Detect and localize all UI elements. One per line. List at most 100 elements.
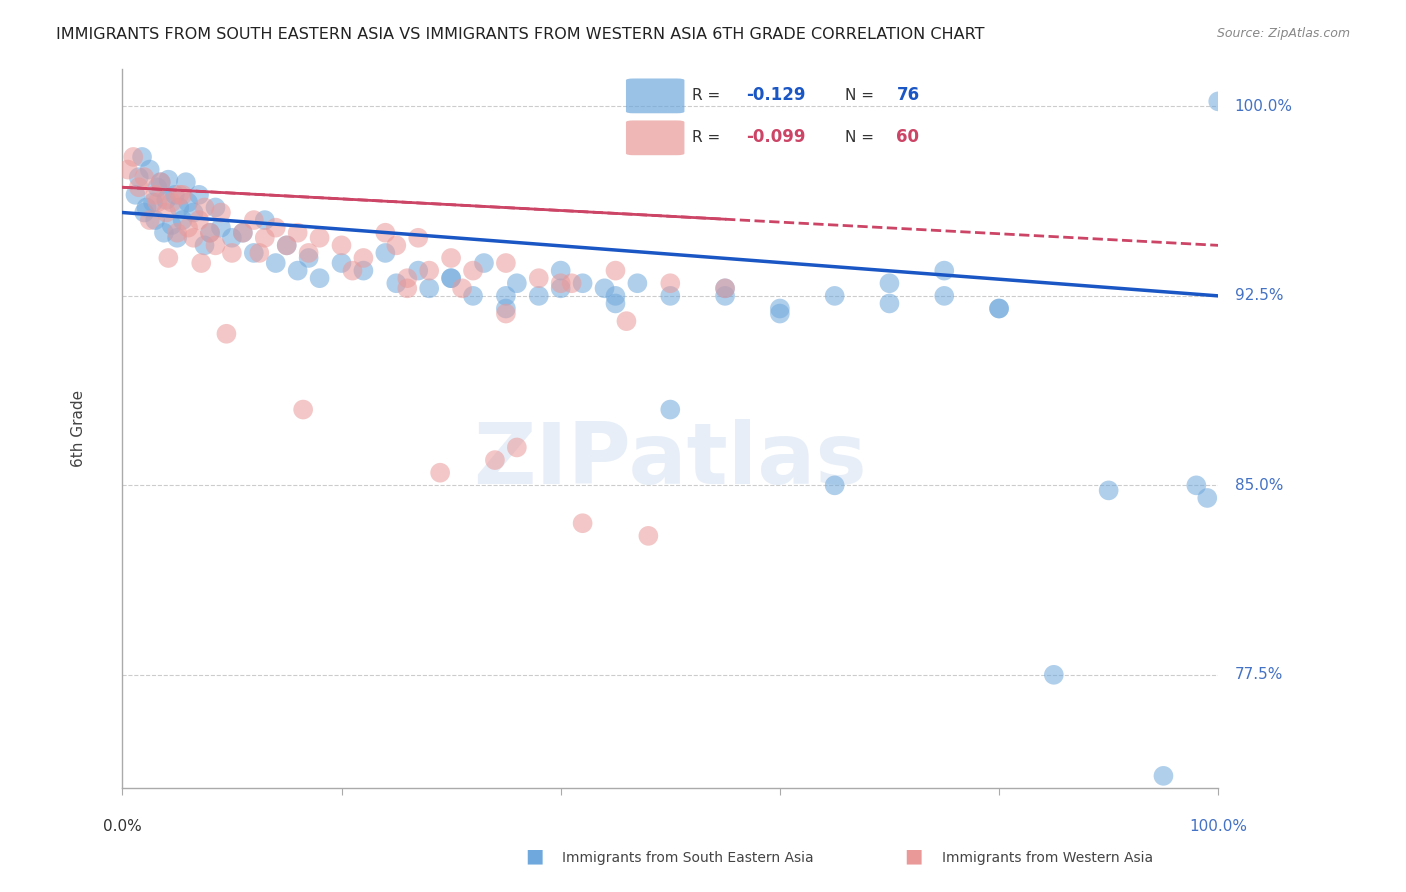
Text: 76: 76	[897, 87, 920, 104]
Immigrants from South Eastern Asia	[418, 281, 440, 295]
Immigrants from Western Asia	[143, 187, 166, 202]
Immigrants from Western Asia	[117, 162, 139, 177]
Immigrants from Western Asia	[177, 220, 200, 235]
Text: 77.5%: 77.5%	[1234, 667, 1284, 682]
Immigrants from South Eastern Asia	[188, 187, 211, 202]
Immigrants from Western Asia	[484, 453, 506, 467]
Immigrants from South Eastern Asia	[461, 289, 484, 303]
Text: R =: R =	[692, 130, 725, 145]
Text: IMMIGRANTS FROM SOUTH EASTERN ASIA VS IMMIGRANTS FROM WESTERN ASIA 6TH GRADE COR: IMMIGRANTS FROM SOUTH EASTERN ASIA VS IM…	[56, 27, 984, 42]
Immigrants from Western Asia	[605, 263, 627, 277]
FancyBboxPatch shape	[626, 78, 685, 113]
Text: Immigrants from South Eastern Asia: Immigrants from South Eastern Asia	[562, 851, 814, 865]
Immigrants from Western Asia	[308, 231, 330, 245]
Immigrants from Western Asia	[495, 256, 517, 270]
Text: ■: ■	[904, 847, 924, 865]
Immigrants from South Eastern Asia	[879, 277, 901, 291]
Immigrants from South Eastern Asia	[472, 256, 495, 270]
Immigrants from South Eastern Asia	[253, 213, 276, 227]
Immigrants from South Eastern Asia	[149, 175, 172, 189]
Immigrants from South Eastern Asia	[440, 271, 463, 285]
Immigrants from South Eastern Asia	[153, 226, 176, 240]
Immigrants from Western Asia	[550, 277, 572, 291]
Immigrants from South Eastern Asia	[166, 231, 188, 245]
Immigrants from South Eastern Asia	[506, 277, 529, 291]
Text: 85.0%: 85.0%	[1234, 478, 1284, 493]
Immigrants from Western Asia	[243, 213, 266, 227]
Immigrants from Western Asia	[157, 251, 180, 265]
Immigrants from Western Asia	[385, 238, 408, 252]
FancyBboxPatch shape	[626, 120, 685, 155]
Text: -0.099: -0.099	[747, 128, 806, 146]
Immigrants from Western Asia	[209, 205, 232, 219]
Immigrants from Western Asia	[128, 180, 150, 194]
Immigrants from South Eastern Asia	[124, 187, 146, 202]
Immigrants from South Eastern Asia	[659, 289, 682, 303]
Immigrants from Western Asia	[440, 251, 463, 265]
Immigrants from South Eastern Asia	[134, 205, 156, 219]
Immigrants from Western Asia	[461, 263, 484, 277]
Immigrants from Western Asia	[374, 226, 396, 240]
Immigrants from South Eastern Asia	[934, 263, 956, 277]
Immigrants from South Eastern Asia	[714, 281, 737, 295]
Immigrants from South Eastern Asia	[440, 271, 463, 285]
Immigrants from Western Asia	[429, 466, 451, 480]
Text: N =: N =	[845, 130, 879, 145]
Immigrants from South Eastern Asia	[385, 277, 408, 291]
Immigrants from Western Asia	[183, 231, 205, 245]
Text: ZIPatlas: ZIPatlas	[474, 418, 868, 501]
Immigrants from South Eastern Asia	[221, 231, 243, 245]
Immigrants from Western Asia	[616, 314, 638, 328]
Immigrants from Western Asia	[276, 238, 298, 252]
Immigrants from South Eastern Asia	[495, 301, 517, 316]
Immigrants from Western Asia	[166, 226, 188, 240]
Immigrants from South Eastern Asia	[988, 301, 1011, 316]
Immigrants from Western Asia	[418, 263, 440, 277]
Text: -0.129: -0.129	[747, 87, 806, 104]
Immigrants from South Eastern Asia	[143, 213, 166, 227]
Immigrants from Western Asia	[232, 226, 254, 240]
Immigrants from Western Asia	[330, 238, 353, 252]
Immigrants from South Eastern Asia	[204, 201, 226, 215]
Immigrants from South Eastern Asia	[1152, 769, 1174, 783]
Immigrants from Western Asia	[138, 213, 160, 227]
Text: R =: R =	[692, 88, 725, 103]
Immigrants from South Eastern Asia	[1197, 491, 1219, 505]
Immigrants from South Eastern Asia	[374, 246, 396, 260]
Immigrants from Western Asia	[495, 307, 517, 321]
Immigrants from South Eastern Asia	[879, 296, 901, 310]
Immigrants from Western Asia	[193, 201, 215, 215]
Immigrants from South Eastern Asia	[264, 256, 287, 270]
Text: N =: N =	[845, 88, 879, 103]
Immigrants from South Eastern Asia	[146, 180, 169, 194]
Immigrants from Western Asia	[160, 195, 183, 210]
Text: 6th Grade: 6th Grade	[70, 390, 86, 467]
Immigrants from Western Asia	[396, 281, 419, 295]
Text: 92.5%: 92.5%	[1234, 288, 1284, 303]
Immigrants from South Eastern Asia	[243, 246, 266, 260]
Immigrants from South Eastern Asia	[193, 238, 215, 252]
Immigrants from Western Asia	[451, 281, 474, 295]
Immigrants from Western Asia	[122, 150, 145, 164]
Immigrants from Western Asia	[188, 213, 211, 227]
Immigrants from South Eastern Asia	[232, 226, 254, 240]
Immigrants from South Eastern Asia	[1098, 483, 1121, 498]
Immigrants from South Eastern Asia	[155, 193, 177, 207]
Immigrants from South Eastern Asia	[352, 263, 374, 277]
Immigrants from South Eastern Asia	[988, 301, 1011, 316]
Immigrants from Western Asia	[396, 271, 419, 285]
Immigrants from Western Asia	[506, 441, 529, 455]
Immigrants from Western Asia	[287, 226, 309, 240]
Immigrants from Western Asia	[561, 277, 583, 291]
Immigrants from South Eastern Asia	[135, 201, 157, 215]
Immigrants from South Eastern Asia	[1206, 95, 1229, 109]
Immigrants from South Eastern Asia	[177, 195, 200, 210]
Immigrants from South Eastern Asia	[330, 256, 353, 270]
Immigrants from South Eastern Asia	[934, 289, 956, 303]
Immigrants from South Eastern Asia	[1043, 668, 1066, 682]
Immigrants from South Eastern Asia	[172, 213, 194, 227]
Immigrants from Western Asia	[215, 326, 238, 341]
Immigrants from Western Asia	[221, 246, 243, 260]
Immigrants from Western Asia	[155, 205, 177, 219]
Immigrants from Western Asia	[253, 231, 276, 245]
